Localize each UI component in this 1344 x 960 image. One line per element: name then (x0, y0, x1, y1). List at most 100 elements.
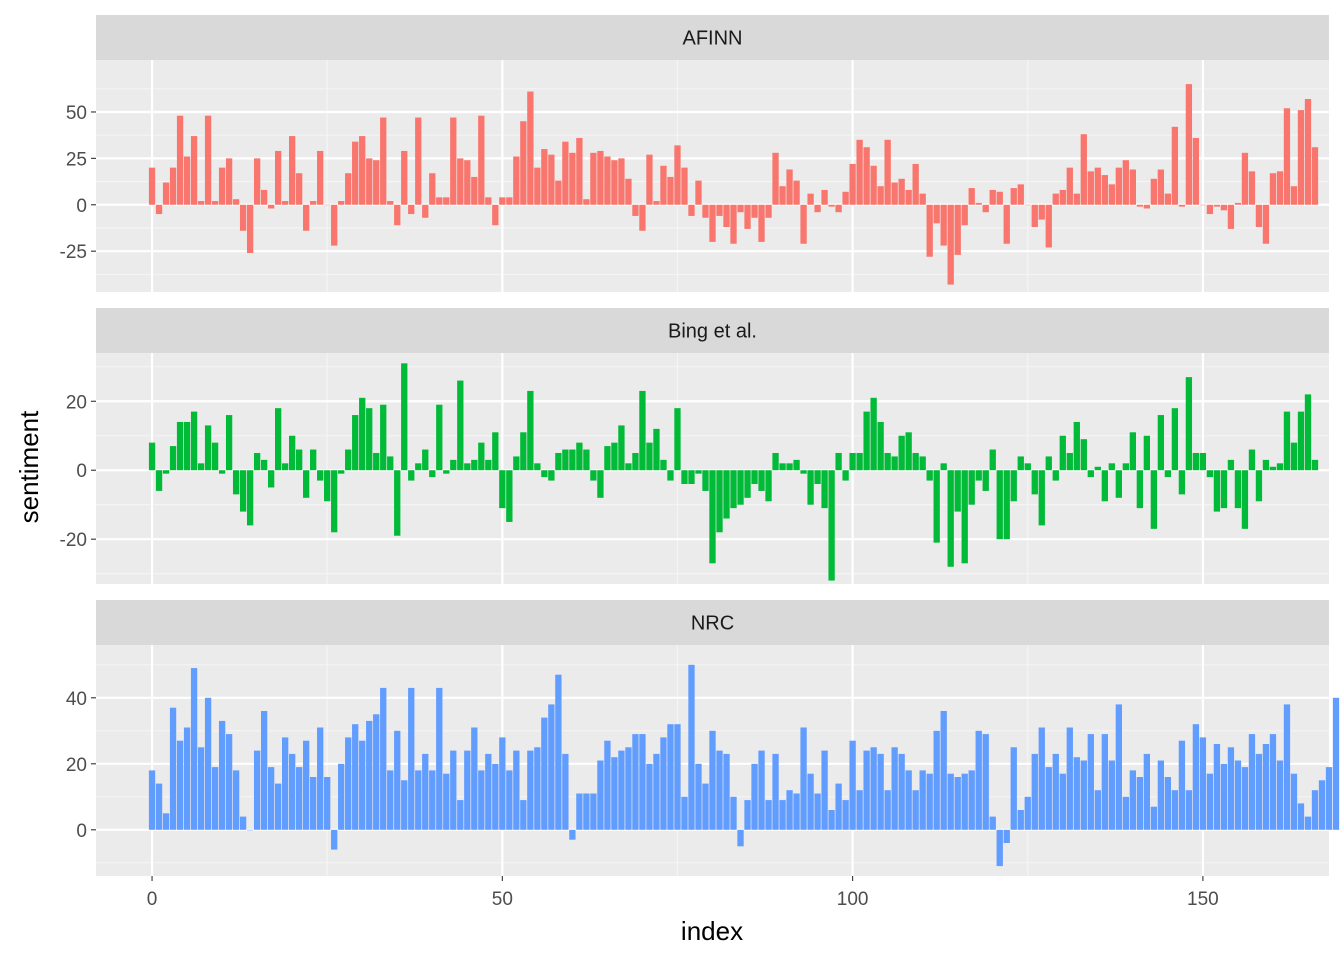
bar (996, 829, 1003, 867)
bar (1087, 734, 1094, 830)
bar (1122, 463, 1129, 471)
bar (954, 204, 961, 255)
facet-strip-label: NRC (691, 613, 734, 635)
bar (1262, 204, 1270, 244)
bar (338, 470, 345, 474)
bar (394, 730, 401, 830)
bar (1276, 760, 1284, 830)
bar (499, 197, 506, 205)
bar (1164, 777, 1172, 830)
bar (898, 435, 905, 471)
bar (204, 115, 212, 205)
bar (758, 750, 765, 830)
bar (863, 411, 870, 471)
bar (429, 770, 436, 830)
bar (218, 470, 226, 474)
bar (779, 186, 786, 205)
bar (653, 201, 660, 205)
bar (667, 176, 674, 205)
bar (387, 201, 394, 205)
bar (380, 687, 387, 830)
bar (744, 470, 751, 498)
bar (618, 425, 625, 471)
bar (197, 201, 205, 205)
bar (716, 470, 723, 533)
bar (183, 727, 191, 830)
y-tick-label: 25 (66, 149, 87, 170)
bar (688, 470, 695, 485)
bar (884, 139, 891, 205)
bar (940, 463, 947, 471)
bar (408, 204, 415, 215)
bar (835, 783, 842, 830)
bar (632, 734, 639, 830)
bar (387, 456, 394, 471)
bar (1290, 186, 1298, 205)
bar (548, 154, 555, 205)
bar (464, 750, 471, 830)
bar (162, 182, 170, 205)
bar (211, 767, 219, 830)
bar (828, 810, 835, 830)
bar (1206, 773, 1214, 830)
bar (1129, 169, 1136, 205)
bar (274, 783, 282, 830)
bar (464, 160, 471, 205)
bar (954, 470, 961, 512)
bar (1136, 204, 1143, 207)
bar (863, 750, 870, 830)
bar (1087, 470, 1094, 478)
y-tick-label: 50 (66, 103, 87, 124)
bar (842, 191, 849, 205)
bar (1255, 753, 1263, 830)
bar (155, 470, 163, 491)
bar (786, 463, 793, 471)
bar (919, 193, 926, 205)
bar (176, 421, 184, 471)
bar (183, 156, 191, 205)
bar (541, 717, 548, 830)
bar (856, 452, 863, 471)
bar (1143, 204, 1151, 209)
bar (204, 697, 212, 830)
bar (779, 463, 786, 471)
bar (793, 793, 800, 830)
bar (660, 165, 667, 205)
facet-strip (96, 308, 1329, 353)
bar (1010, 470, 1017, 502)
bar (282, 463, 289, 471)
bar (1192, 137, 1200, 205)
bar (345, 173, 352, 205)
bar (176, 115, 184, 205)
y-tick-label: 20 (66, 755, 87, 776)
bar (1325, 767, 1333, 830)
bar (772, 152, 779, 205)
bar (611, 442, 618, 471)
facet-strip-label: Bing et al. (668, 321, 757, 343)
bar (1234, 202, 1242, 205)
bar (1108, 760, 1115, 830)
bar (1227, 459, 1235, 471)
bar (1017, 810, 1024, 830)
bar (1262, 744, 1270, 830)
bar (197, 747, 205, 830)
bar (1171, 408, 1179, 471)
bar (611, 160, 618, 205)
bar (394, 204, 401, 226)
bar (1052, 753, 1059, 830)
bar (695, 180, 702, 205)
bar (807, 193, 814, 205)
panel-nrc: NRC 0 20 40 (66, 600, 1340, 876)
bar (289, 753, 296, 830)
bar (1087, 171, 1094, 205)
y-tick-label: -25 (60, 242, 87, 263)
bar (443, 197, 450, 205)
bar (730, 470, 737, 509)
bar (926, 773, 933, 830)
bar (296, 173, 303, 205)
bar (1066, 727, 1073, 830)
bar (562, 449, 569, 471)
bar (359, 740, 366, 830)
bar (681, 796, 688, 830)
bar (569, 152, 576, 205)
